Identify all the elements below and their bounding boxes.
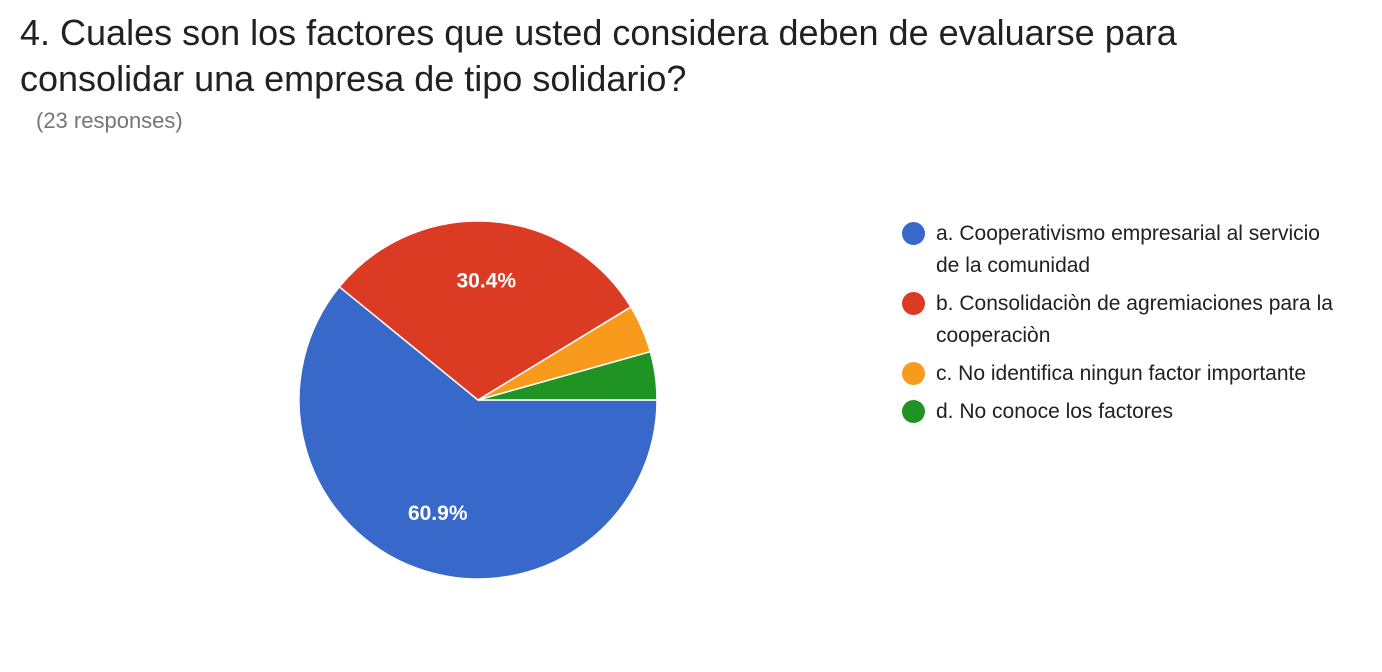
legend-label: d. No conoce los factores bbox=[936, 400, 1173, 423]
legend-swatch-icon bbox=[902, 362, 925, 385]
pie-slice-b[interactable] bbox=[338, 220, 632, 401]
legend-item-d[interactable]: d. No conoce los factores bbox=[902, 396, 1342, 428]
legend-swatch-icon bbox=[902, 222, 925, 245]
legend-swatch-icon bbox=[902, 400, 925, 423]
legend-label: a. Cooperativismo empresarial al servici… bbox=[936, 222, 1320, 277]
legend-label: b. Consolidaciòn de agremiaciones para l… bbox=[936, 292, 1333, 347]
legend-item-a[interactable]: a. Cooperativismo empresarial al servici… bbox=[902, 218, 1342, 282]
pie-slice-d[interactable] bbox=[477, 350, 658, 401]
pie-labels: 60.9% 30.4% bbox=[408, 269, 516, 525]
response-count: (23 responses) bbox=[36, 108, 183, 133]
question-title: 4. Cuales son los factores que usted con… bbox=[20, 12, 1177, 99]
pie-slices bbox=[298, 220, 658, 580]
pie-label-b: 30.4% bbox=[457, 269, 517, 292]
pie-slice-c[interactable] bbox=[477, 305, 652, 401]
pie-label-a: 60.9% bbox=[408, 502, 468, 525]
pie-slice-a[interactable] bbox=[298, 285, 658, 580]
legend-swatch-icon bbox=[902, 292, 925, 315]
chart-legend: a. Cooperativismo empresarial al servici… bbox=[902, 218, 1342, 434]
legend-item-b[interactable]: b. Consolidaciòn de agremiaciones para l… bbox=[902, 288, 1342, 352]
legend-item-c[interactable]: c. No identifica ningun factor important… bbox=[902, 358, 1342, 390]
legend-label: c. No identifica ningun factor important… bbox=[936, 362, 1307, 385]
